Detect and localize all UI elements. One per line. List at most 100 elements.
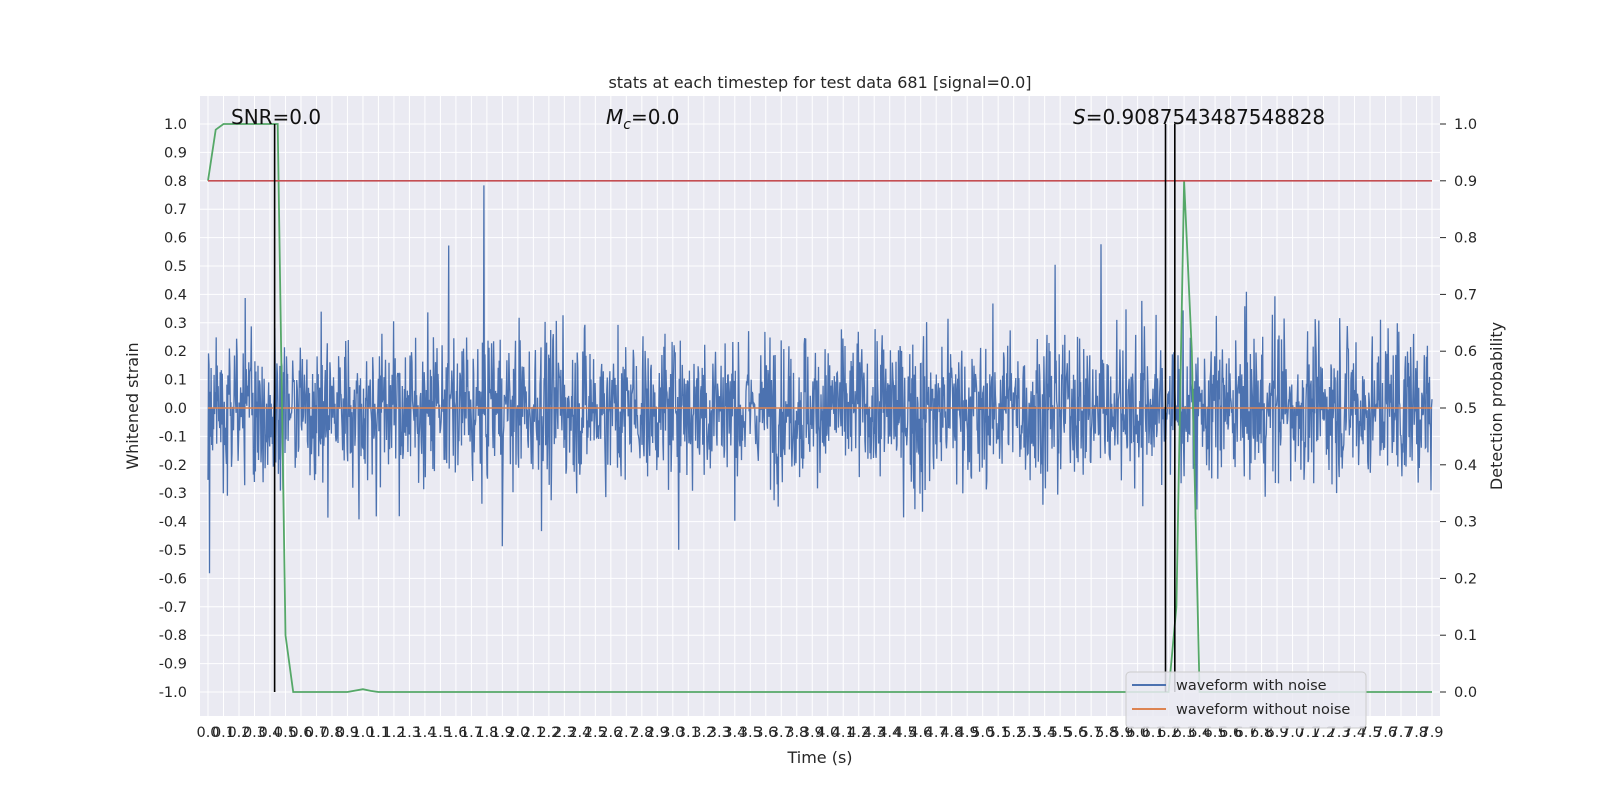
x-tick-label: 7.3	[1328, 725, 1351, 741]
x-tick-label: 1.0	[351, 725, 374, 741]
y-left-tick-label: -0.6	[159, 571, 187, 587]
y-left-tick-label: -1.0	[159, 685, 187, 701]
x-tick-label: 5.1	[987, 725, 1010, 741]
x-tick-label: 6.7	[1235, 725, 1258, 741]
x-tick-label: 2.2	[537, 725, 560, 741]
y-left-tick-label: -0.4	[159, 515, 187, 531]
y-left-tick-label: 0.4	[164, 287, 187, 303]
x-tick-label: 5.0	[971, 725, 994, 741]
y-left-tick-label: 0.1	[164, 373, 187, 389]
x-tick-label: 7.1	[1297, 725, 1320, 741]
x-tick-label: 3.2	[692, 725, 715, 741]
x-tick-label: 2.7	[615, 725, 638, 741]
x-tick-label: 4.4	[878, 725, 901, 741]
y-left-tick-label: 0.5	[164, 259, 187, 275]
x-tick-label: 6.8	[1250, 725, 1273, 741]
y-left-tick-label: 0.6	[164, 231, 187, 247]
x-tick-label: 3.6	[754, 725, 777, 741]
x-tick-label: 3.1	[677, 725, 700, 741]
x-tick-label: 6.3	[1173, 725, 1196, 741]
x-tick-label: 1.5	[429, 725, 452, 741]
y-left-tick-label: -0.1	[159, 429, 187, 445]
x-tick-label: 5.3	[1018, 725, 1041, 741]
x-tick-label: 3.8	[785, 725, 808, 741]
x-tick-label: 7.0	[1281, 725, 1304, 741]
x-tick-label: 0.2	[227, 725, 250, 741]
x-tick-label: 6.4	[1188, 725, 1211, 741]
x-tick-label: 5.9	[1111, 725, 1134, 741]
y-left-tick-label: -0.5	[159, 543, 187, 559]
legend: waveform with noise waveform without noi…	[1125, 671, 1367, 729]
x-tick-label: 1.7	[460, 725, 483, 741]
x-tick-label: 2.6	[599, 725, 622, 741]
x-tick-label: 1.6	[444, 725, 467, 741]
x-tick-label: 4.6	[909, 725, 932, 741]
series-layer	[207, 123, 1433, 693]
x-tick-label: 7.2	[1312, 725, 1335, 741]
x-tick-label: 6.0	[1126, 725, 1149, 741]
y-left-tick-label: 0.8	[164, 174, 187, 190]
y-left-tick-label: -0.7	[159, 600, 187, 616]
chirp-mass-subscript: c	[623, 117, 631, 133]
x-tick-label: 2.3	[553, 725, 576, 741]
chirp-mass-value: =0.0	[631, 105, 680, 129]
y-left-tick-label: 0.3	[164, 316, 187, 332]
y-right-tick-label: 0.7	[1454, 287, 1477, 303]
s-annotation: S=0.9087543487548828	[1073, 105, 1325, 129]
x-tick-label: 6.1	[1142, 725, 1165, 741]
tick-labels: 0.00.10.20.30.40.50.60.70.80.91.01.11.21…	[159, 117, 1477, 741]
vertical-markers	[273, 124, 1176, 692]
chirp-mass-annotation: Mc=0.0	[606, 105, 680, 133]
y-axis-right-label: Detection probability	[1487, 322, 1506, 490]
legend-label-clean: waveform without noise	[1176, 702, 1350, 718]
y-right-tick-label: 0.9	[1454, 174, 1477, 190]
legend-box	[1125, 671, 1367, 729]
x-tick-label: 2.0	[506, 725, 529, 741]
x-tick-label: 5.5	[1049, 725, 1072, 741]
x-tick-label: 5.4	[1033, 725, 1056, 741]
x-tick-label: 3.7	[770, 725, 793, 741]
x-tick-label: 3.4	[723, 725, 746, 741]
x-tick-label: 0.9	[336, 725, 359, 741]
x-tick-label: 4.0	[816, 725, 839, 741]
x-tick-label: 4.2	[847, 725, 870, 741]
x-tick-label: 6.9	[1266, 725, 1289, 741]
y-right-tick-label: 0.5	[1454, 401, 1477, 417]
x-tick-label: 0.3	[243, 725, 266, 741]
x-tick-label: 1.8	[475, 725, 498, 741]
x-tick-label: 7.5	[1358, 725, 1381, 741]
x-tick-label: 5.7	[1080, 725, 1103, 741]
x-tick-label: 6.6	[1219, 725, 1242, 741]
x-tick-label: 1.9	[491, 725, 514, 741]
x-tick-label: 4.9	[956, 725, 979, 741]
x-tick-label: 7.9	[1420, 725, 1443, 741]
x-tick-label: 5.6	[1064, 725, 1087, 741]
series-detection-probability	[207, 123, 1432, 693]
x-tick-label: 3.9	[801, 725, 824, 741]
x-tick-label: 1.2	[382, 725, 405, 741]
x-tick-label: 2.4	[568, 725, 591, 741]
x-tick-label: 7.8	[1405, 725, 1428, 741]
y-left-tick-label: -0.8	[159, 628, 187, 644]
y-axis-left-label: Whitened strain	[123, 342, 142, 469]
x-tick-label: 4.5	[894, 725, 917, 741]
x-tick-label: 1.4	[413, 725, 436, 741]
y-left-tick-label: 0.9	[164, 145, 187, 161]
y-right-tick-label: 0.6	[1454, 344, 1477, 360]
x-tick-label: 0.0	[196, 725, 219, 741]
x-tick-label: 7.6	[1374, 725, 1397, 741]
y-left-tick-label: 1.0	[164, 117, 187, 133]
x-tick-label: 3.0	[661, 725, 684, 741]
chart-title: stats at each timestep for test data 681…	[608, 73, 1031, 92]
x-axis-label: Time (s)	[786, 748, 852, 767]
x-tick-label: 2.9	[646, 725, 669, 741]
x-tick-label: 7.7	[1389, 725, 1412, 741]
x-tick-label: 3.3	[708, 725, 731, 741]
legend-label-noise: waveform with noise	[1176, 678, 1327, 694]
x-tick-label: 6.5	[1204, 725, 1227, 741]
x-tick-label: 1.3	[398, 725, 421, 741]
x-tick-label: 0.7	[305, 725, 328, 741]
x-tick-label: 2.1	[522, 725, 545, 741]
x-tick-label: 2.8	[630, 725, 653, 741]
x-tick-label: 4.3	[863, 725, 886, 741]
